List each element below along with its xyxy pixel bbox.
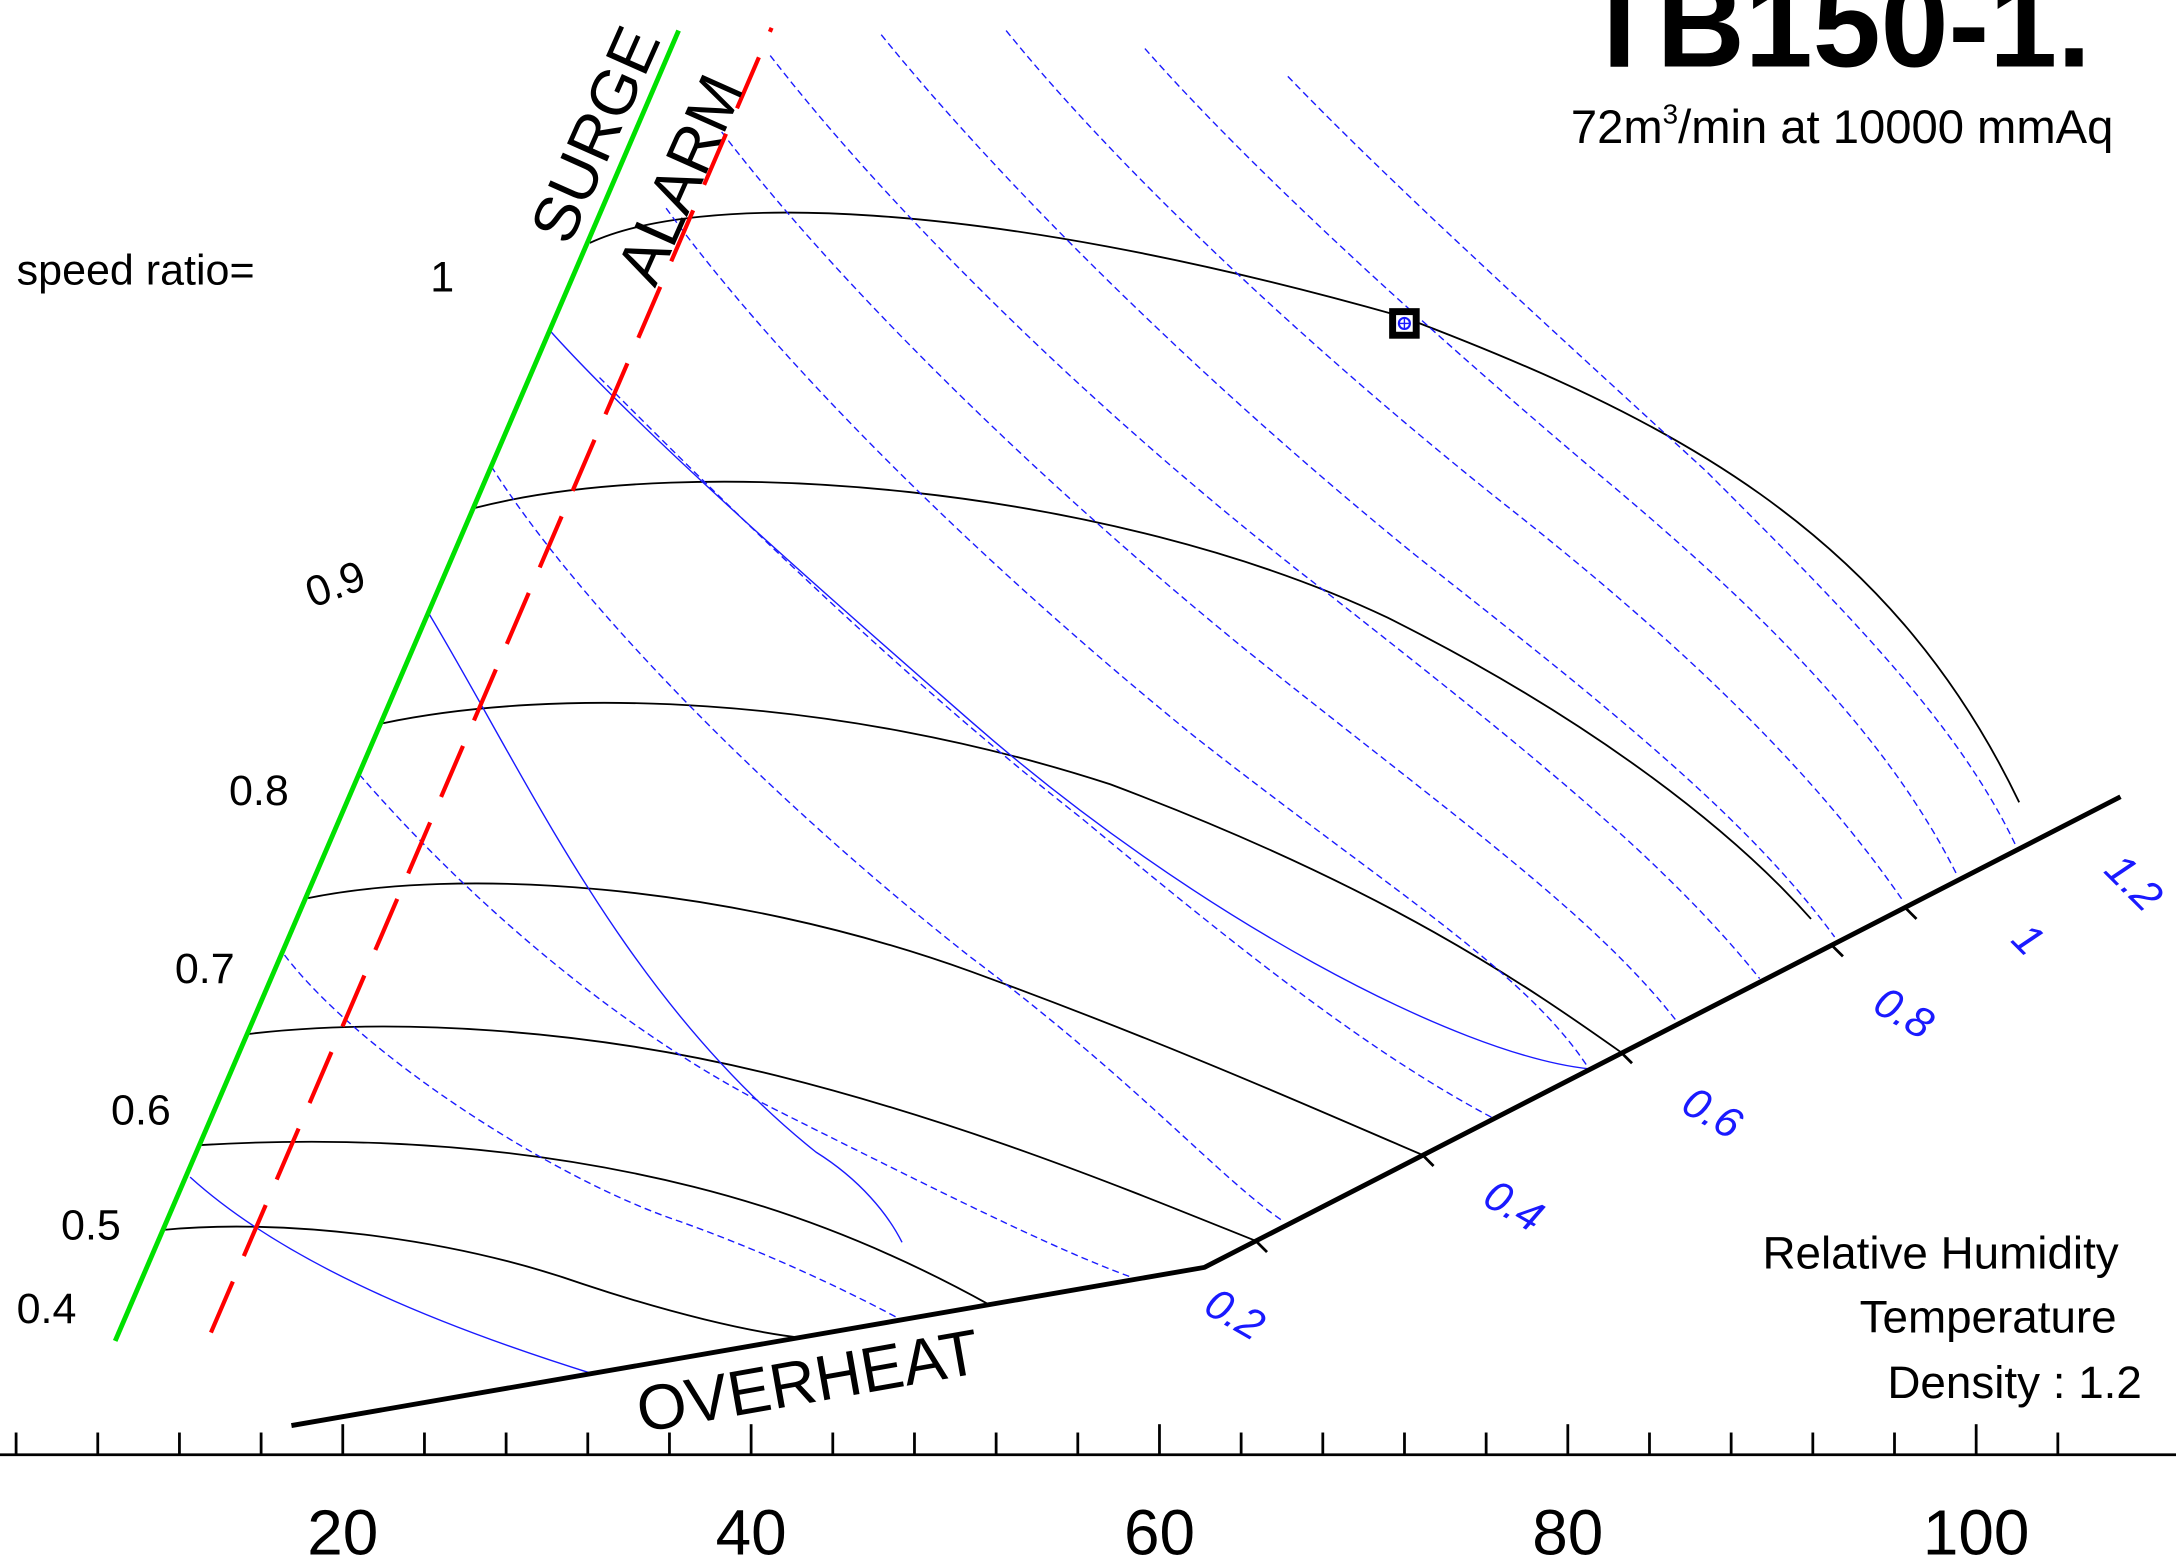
power-line-dash-4 <box>599 377 1493 1119</box>
power-line-dash-10 <box>1144 48 1958 875</box>
power-line-solid-2 <box>428 613 903 1243</box>
overheat-boundary-ticks <box>1254 906 1918 1254</box>
speed-ratio-label: 0.4 <box>17 1285 77 1333</box>
power-line-dash-3 <box>490 466 1285 1223</box>
speed-curve-0.5 <box>198 1140 990 1306</box>
condition-humidity: Relative Humidity <box>1762 1228 2118 1279</box>
speed-curves <box>163 211 2020 1340</box>
power-label: 0.4 <box>1476 1171 1552 1242</box>
speed-ratio-label: 1 <box>430 253 454 301</box>
power-line-solid-3 <box>550 331 1590 1070</box>
x-tick-label: 100 <box>1923 1497 2029 1563</box>
power-line-dash-1 <box>283 954 900 1320</box>
operating-point-marker <box>1389 308 1420 339</box>
chart-title: TB150-1. <box>1582 0 2091 93</box>
x-ticks <box>14 1424 2060 1455</box>
condition-temperature: Temperature <box>1860 1292 2117 1343</box>
power-line-dash-9 <box>1005 30 1905 903</box>
subtitle-main: 72m <box>1571 100 1663 153</box>
speed-curve-0.4 <box>163 1225 805 1340</box>
power-line-dash-7 <box>769 55 1761 980</box>
power-line-solid-1 <box>189 1176 595 1375</box>
surge-line <box>112 29 681 1342</box>
speed-ratio-label: 0.5 <box>61 1202 121 1250</box>
power-line-dash-8 <box>880 34 1836 938</box>
speed-ratio-label: 0.7 <box>175 945 235 993</box>
power-line-dash-11 <box>1287 75 2016 845</box>
speed-curve-0.7 <box>307 882 1423 1156</box>
subtitle-superscript: 3 <box>1663 99 1678 130</box>
speed-curve-0.6 <box>246 1025 1257 1242</box>
speed-curve-1.0 <box>589 211 2020 803</box>
subtitle-rest: /min at 10000 mmAq <box>1678 100 2113 153</box>
power-label: 1 <box>2002 914 2053 965</box>
condition-density: Density : 1.2 <box>1887 1357 2142 1408</box>
x-tick-labels: 20 40 60 80 100 <box>307 1497 2029 1563</box>
power-lines <box>189 30 2016 1375</box>
power-line-dash-6 <box>721 131 1680 1025</box>
speed-ratio-label: 0.9 <box>299 552 372 618</box>
power-label: 0.8 <box>1866 978 1942 1050</box>
power-line-dash-2 <box>358 774 1132 1278</box>
power-label: 1.2 <box>2095 845 2171 921</box>
overheat-boundary <box>291 794 2122 1428</box>
power-line-dash-5 <box>665 207 1590 1070</box>
speed-curve-0.9 <box>474 480 1812 920</box>
power-label: 0.6 <box>1674 1078 1750 1150</box>
power-label: 0.2 <box>1197 1279 1273 1351</box>
speed-ratio-label: 0.8 <box>229 767 289 815</box>
speed-curve-0.8 <box>382 701 1622 1053</box>
speed-ratio-label: 0.6 <box>111 1086 171 1134</box>
x-tick-label: 60 <box>1124 1497 1195 1563</box>
x-tick-label: 80 <box>1532 1497 1603 1563</box>
speed-ratio-heading: speed ratio= <box>17 247 255 295</box>
x-tick-label: 20 <box>307 1497 378 1563</box>
x-tick-label: 40 <box>716 1497 787 1563</box>
speed-ratio-labels: 1 0.9 0.8 0.7 0.6 0.5 0.4 <box>17 253 454 1332</box>
chart-subtitle: 72m3/min at 10000 mmAq <box>1571 99 2113 153</box>
alarm-line <box>209 26 774 1334</box>
x-axis: 20 40 60 80 100 <box>0 1424 2176 1563</box>
